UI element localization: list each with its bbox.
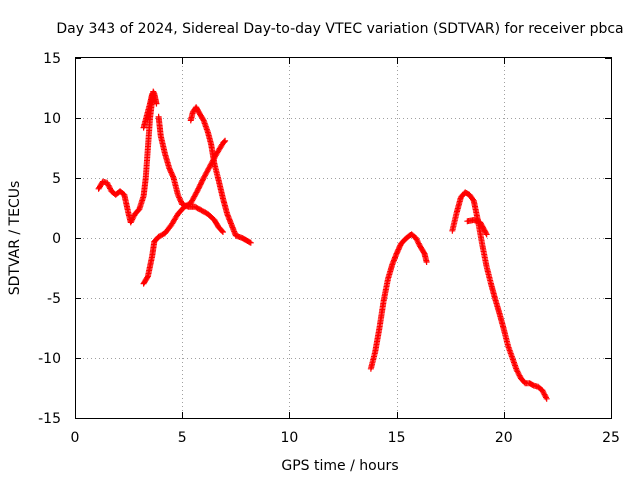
data-point <box>396 245 403 252</box>
data-point <box>469 196 476 203</box>
y-tick-label: -15 <box>38 411 61 427</box>
data-point <box>222 137 229 144</box>
data-point <box>219 229 226 235</box>
data-point <box>175 193 182 200</box>
data-point <box>198 180 205 187</box>
data-point <box>169 172 176 179</box>
y-tick-label: 0 <box>52 231 61 247</box>
series-arc-7 <box>449 189 550 402</box>
data-point <box>144 274 151 281</box>
data-points <box>95 88 550 402</box>
data-point <box>177 197 184 204</box>
data-point <box>193 189 200 196</box>
data-point <box>170 173 177 180</box>
data-point <box>177 198 184 205</box>
data-point <box>194 186 201 193</box>
data-point <box>197 181 204 188</box>
y-tick-label: -10 <box>38 351 61 367</box>
chart-title: Day 343 of 2024, Sidereal Day-to-day VTE… <box>56 21 623 37</box>
data-point <box>194 188 201 195</box>
y-axis-tick-labels: -15 -10 -5 0 5 10 15 <box>38 51 61 427</box>
data-point <box>219 228 226 235</box>
data-point <box>543 395 550 402</box>
x-tick-label: 5 <box>178 430 187 446</box>
data-point <box>199 116 206 123</box>
data-point <box>168 170 175 177</box>
data-point <box>153 100 160 107</box>
x-axis-tick-labels: 0 5 10 15 20 25 <box>71 430 620 446</box>
y-tick-label: 5 <box>52 171 61 187</box>
data-point <box>149 91 156 97</box>
data-point <box>395 246 402 253</box>
data-point <box>423 259 430 265</box>
data-point <box>199 176 206 183</box>
data-point <box>393 250 400 257</box>
data-point <box>174 191 181 198</box>
x-tick-label: 25 <box>602 430 620 446</box>
data-point <box>166 166 173 173</box>
y-tick-label: -5 <box>47 291 61 307</box>
series-arc-5 <box>187 104 254 246</box>
y-tick-label: 10 <box>43 111 61 127</box>
series-arc-6 <box>367 231 430 372</box>
data-point <box>221 138 228 145</box>
data-point <box>396 243 403 250</box>
data-point <box>394 249 401 256</box>
series-arc-2 <box>140 91 156 131</box>
data-point <box>482 230 489 237</box>
y-axis-label: SDTVAR / TECUs <box>7 181 23 296</box>
x-tick-label: 20 <box>495 430 513 446</box>
data-point <box>167 168 174 175</box>
x-tick-label: 10 <box>280 430 298 446</box>
y-tick-label: 15 <box>43 51 61 67</box>
series-arc-4 <box>155 113 226 235</box>
data-point <box>195 185 202 192</box>
x-axis-label: GPS time / hours <box>281 458 398 474</box>
axis-ticks <box>75 58 612 419</box>
data-point <box>394 247 401 254</box>
series-arc-8 <box>464 217 490 238</box>
data-point <box>176 194 183 201</box>
data-point <box>199 177 206 184</box>
data-point <box>483 231 490 238</box>
data-point <box>196 184 203 191</box>
data-point <box>166 165 173 172</box>
data-point <box>168 169 175 176</box>
data-point <box>247 239 254 246</box>
data-point <box>196 182 203 189</box>
x-tick-label: 0 <box>71 430 80 446</box>
grid-lines <box>75 58 611 418</box>
data-point <box>176 195 183 202</box>
data-point <box>198 178 205 185</box>
x-tick-label: 15 <box>388 430 406 446</box>
